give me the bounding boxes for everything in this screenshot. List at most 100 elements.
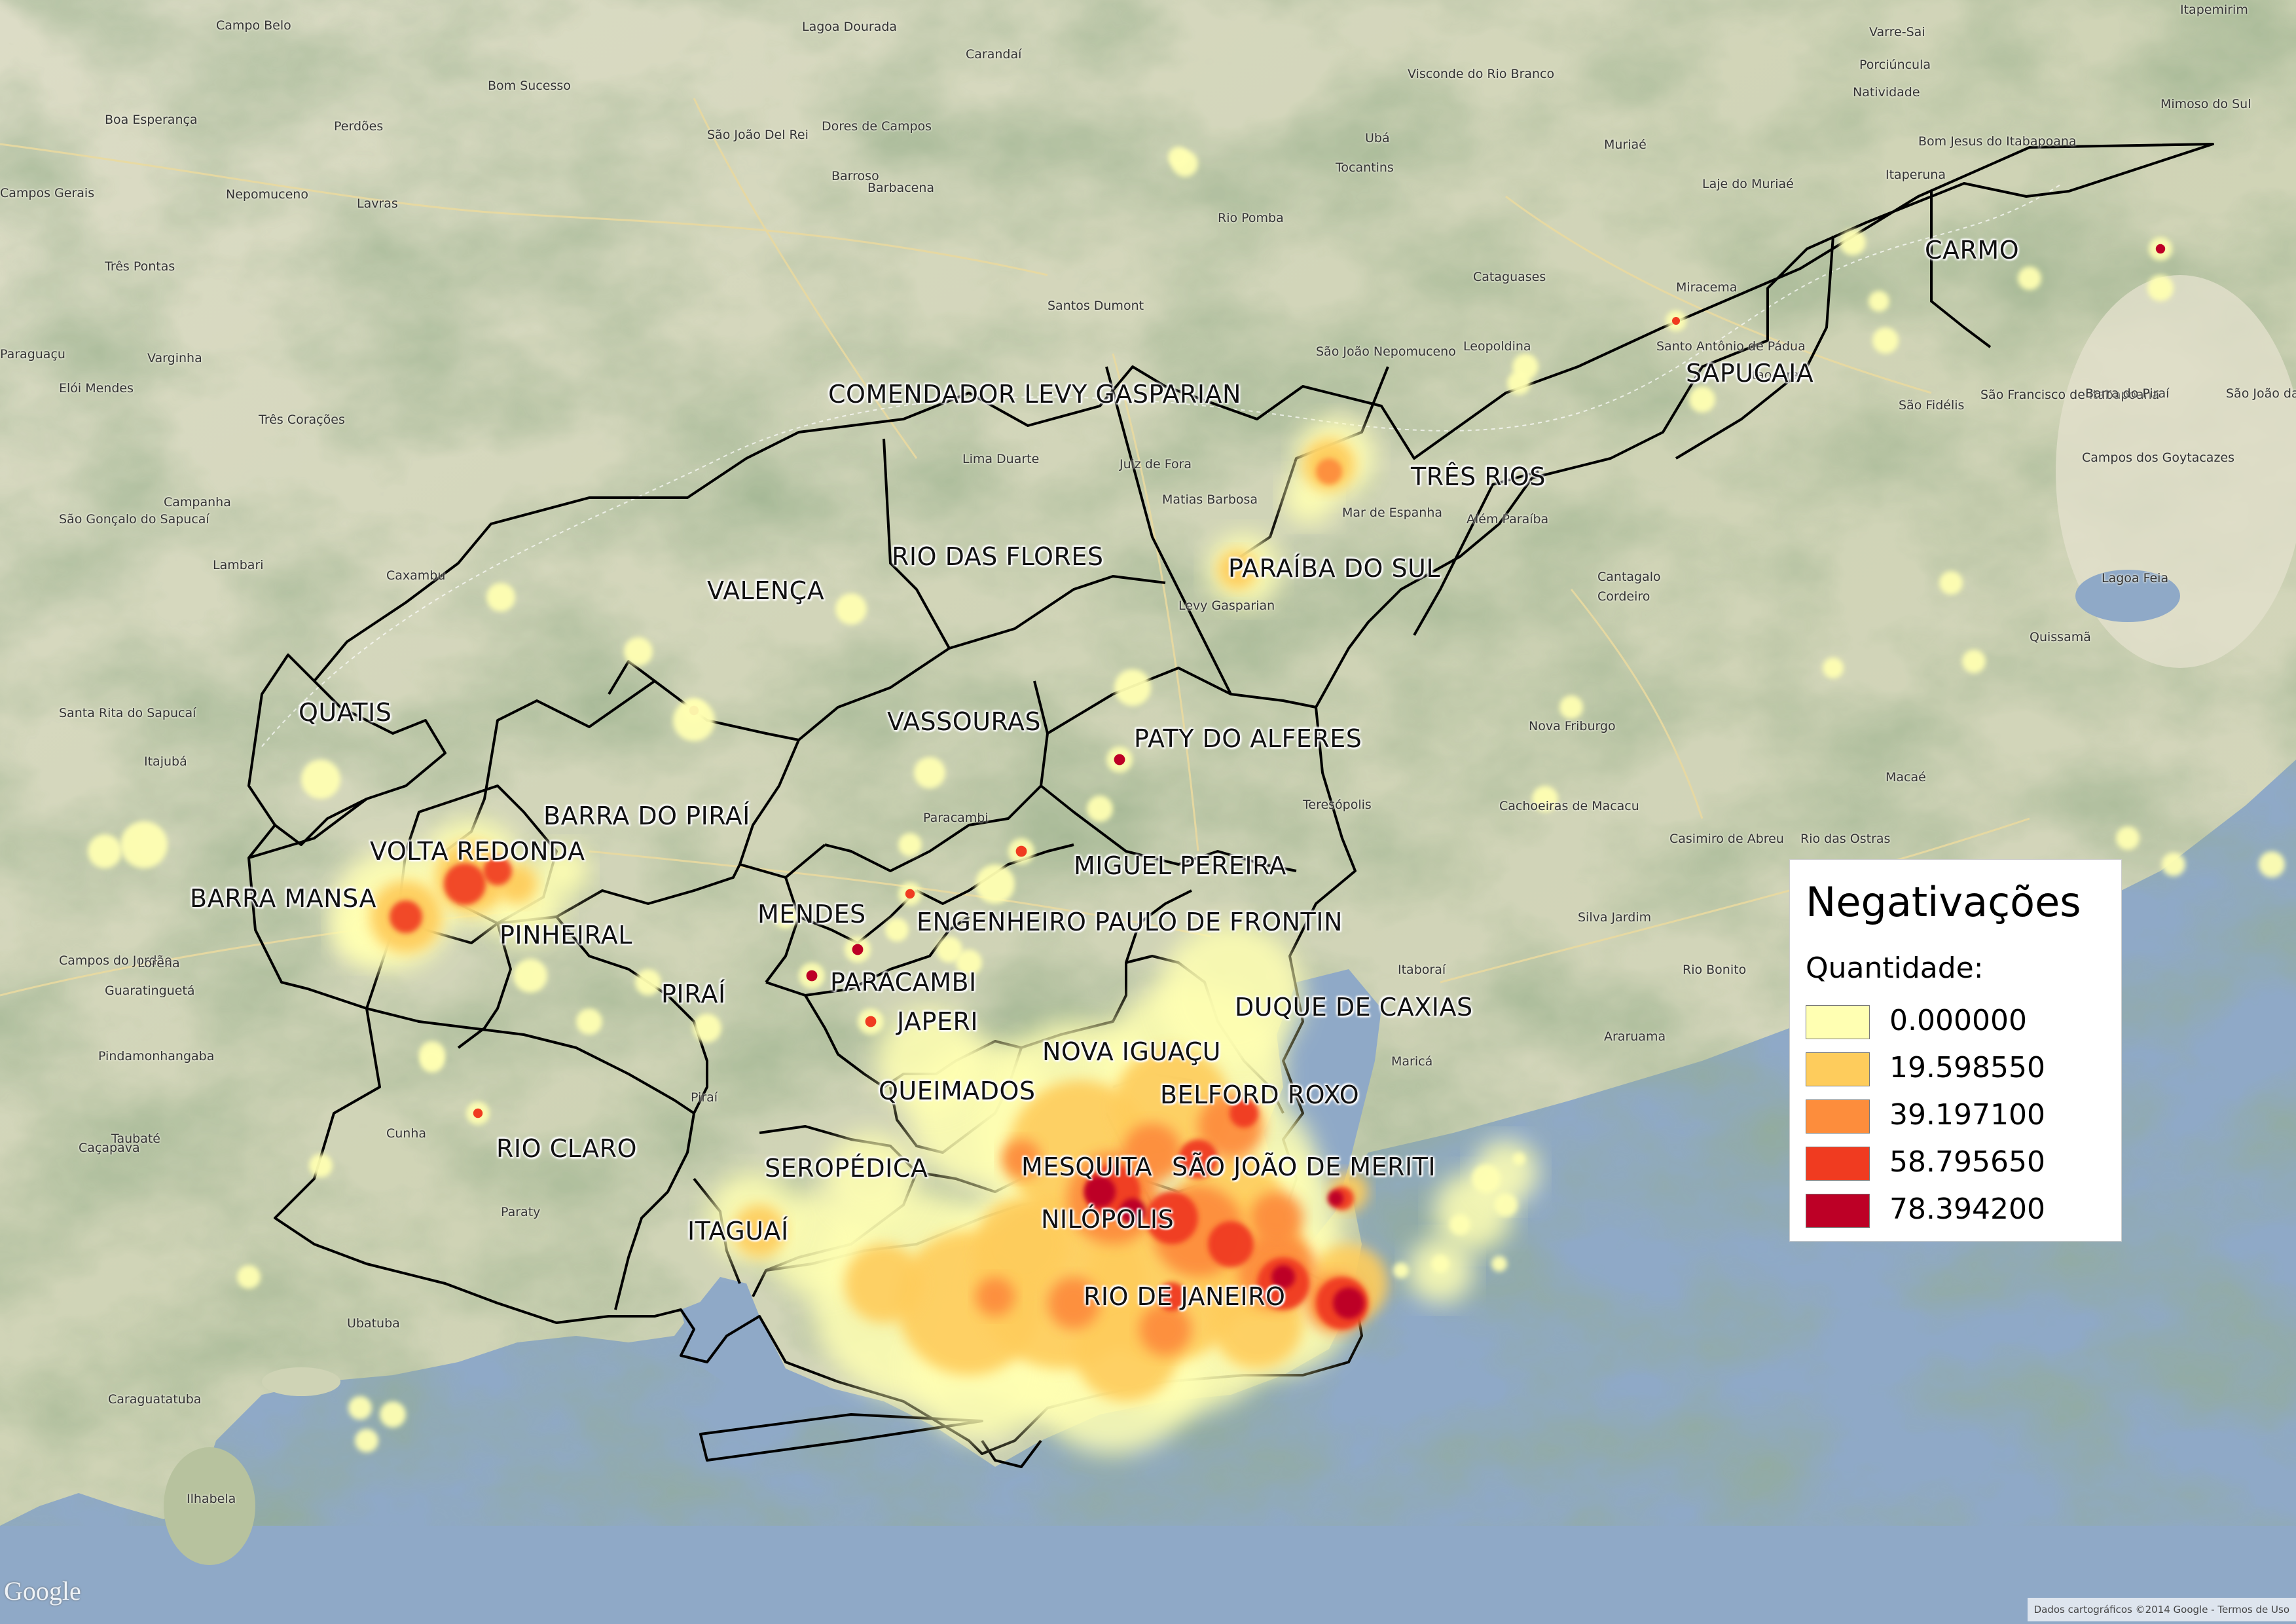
heat-blob: [673, 699, 715, 741]
heat-blob: [956, 950, 982, 976]
heat-blob: [733, 1205, 786, 1257]
municipality-label: PARACAMBI: [830, 968, 977, 997]
heat-blob: [1868, 291, 1889, 312]
basemap-place-label: Natividade: [1853, 85, 1920, 100]
basemap-place-label: Cachoeiras de Macacu: [1499, 799, 1639, 813]
heat-blob: [2147, 275, 2174, 301]
legend-swatch: [1806, 1005, 1870, 1039]
heat-blob: [120, 821, 168, 868]
heat-blob: [693, 1014, 721, 1043]
basemap-place-label: Paracambi: [923, 811, 989, 825]
basemap-place-label: Itaocara: [1748, 368, 1799, 382]
legend-value: 58.795650: [1889, 1145, 2045, 1179]
heat-blob: [1178, 1139, 1218, 1179]
basemap-place-label: São João da Barra: [2226, 386, 2296, 401]
basemap-place-label: Pindamonhangaba: [98, 1049, 215, 1063]
heat-blob: [1157, 1282, 1186, 1311]
legend-swatch: [1806, 1147, 1870, 1181]
municipality-label: QUEIMADOS: [879, 1077, 1036, 1105]
basemap-place-label: Caçapava: [79, 1141, 140, 1155]
basemap-place-label: Varre-Sai: [1869, 25, 1925, 39]
map-attribution[interactable]: Dados cartográficos ©2014 Google - Termo…: [2027, 1598, 2296, 1621]
basemap-place-label: Paraguaçu: [0, 347, 65, 361]
heat-blob: [975, 864, 1015, 904]
basemap-place-label: Três Pontas: [105, 259, 175, 274]
basemap-place-label: Maricá: [1391, 1054, 1433, 1069]
basemap-place-label: Guaratinguetá: [105, 984, 195, 998]
basemap-place-label: Juiz de Fora: [1120, 457, 1192, 471]
heat-blob: [635, 969, 661, 995]
heat-blob: [390, 900, 422, 933]
heat-blob: [1491, 1256, 1507, 1272]
heat-blob: [483, 857, 512, 885]
municipality-label: MENDES: [757, 900, 866, 929]
municipality-label: PATY DO ALFERES: [1134, 724, 1362, 753]
heat-blob: [355, 1429, 378, 1452]
heat-blob: [576, 1008, 602, 1035]
heat-blob: [1114, 754, 1125, 766]
heat-blob: [1328, 1190, 1343, 1206]
google-logo[interactable]: Google: [4, 1576, 81, 1606]
basemap-place-label: Bom Jesus do Itabapoana: [1918, 134, 2077, 149]
heat-blob: [2018, 267, 2041, 290]
heat-blob: [1120, 1198, 1146, 1225]
heat-blob: [309, 1154, 333, 1177]
basemap-place-label: Piraí: [691, 1090, 718, 1105]
heat-blob: [806, 970, 818, 982]
heat-blob: [1123, 1123, 1182, 1182]
basemap-place-label: São João Del Rei: [707, 128, 809, 142]
heat-blob: [1084, 1176, 1116, 1208]
basemap-place-label: Rio das Ostras: [1800, 832, 1891, 846]
municipality-label: BARRA MANSA: [190, 884, 376, 913]
basemap-place-label: Lagoa Dourada: [802, 20, 898, 34]
municipality-label: MESQUITA: [1021, 1153, 1153, 1181]
heat-blob: [1872, 327, 1899, 354]
heat-blob: [1823, 657, 1844, 678]
basemap-place-label: Itaboraí: [1398, 963, 1446, 977]
basemap-place-label: Rio Pomba: [1218, 211, 1284, 225]
terrain-shading: [0, 0, 2296, 1526]
municipality-label: PIRAÍ: [661, 980, 726, 1008]
heat-blob: [88, 834, 122, 868]
heat-blob: [914, 757, 945, 788]
municipality-label: ITAGUAÍ: [687, 1217, 789, 1246]
heat-blob: [624, 637, 653, 666]
heat-blob: [1507, 371, 1531, 395]
municipality-label: ENGENHEIRO PAULO DE FRONTIN: [917, 908, 1343, 936]
heat-blob: [975, 1277, 1015, 1316]
municipality-label: BARRA DO PIRAÍ: [543, 802, 750, 830]
basemap-place-label: Itajubá: [144, 754, 187, 769]
basemap-place-label: Cordeiro: [1597, 589, 1650, 604]
heat-blob: [905, 889, 915, 899]
basemap-place-label: Lambari: [213, 558, 264, 572]
basemap-place-label: Lorena: [137, 956, 180, 970]
basemap-place-label: Campos dos Goytacazes: [2082, 451, 2235, 465]
municipality-label: SEROPÉDICA: [765, 1154, 928, 1183]
basemap-place-label: Ilhabela: [187, 1492, 236, 1506]
heat-blob: [852, 944, 864, 955]
basemap-place-label: Além Paraíba: [1467, 512, 1549, 526]
basemap-place-label: Nova Friburgo: [1529, 719, 1616, 733]
heat-blob: [877, 1008, 982, 1113]
heat-blob: [1472, 1164, 1501, 1193]
municipality-label: RIO DAS FLORES: [892, 542, 1104, 571]
municipality-label: PINHEIRAL: [500, 921, 632, 950]
municipality-label: TRÊS RIOS: [1411, 462, 1546, 491]
basemap-place-label: Levy Gasparian: [1178, 599, 1275, 613]
basemap-place-label: São Fidélis: [1899, 398, 1965, 413]
basemap-place-label: Teresópolis: [1303, 798, 1372, 812]
basemap-place-label: Lima Duarte: [962, 452, 1040, 466]
heat-blob: [1431, 1255, 1449, 1273]
heat-blob: [1962, 650, 1986, 673]
legend-value: 19.598550: [1889, 1051, 2045, 1084]
heat-blob: [774, 905, 797, 929]
heat-blob: [301, 760, 340, 799]
basemap-place-label: Taubaté: [111, 1132, 160, 1146]
basemap-place-label: Santa Rita do Sapucaí: [59, 706, 196, 720]
heat-blob: [537, 845, 589, 897]
heat-blob: [1218, 550, 1257, 589]
legend-title: Negativações: [1806, 878, 2081, 926]
basemap-place-label: Mimoso do Sul: [2160, 97, 2251, 111]
